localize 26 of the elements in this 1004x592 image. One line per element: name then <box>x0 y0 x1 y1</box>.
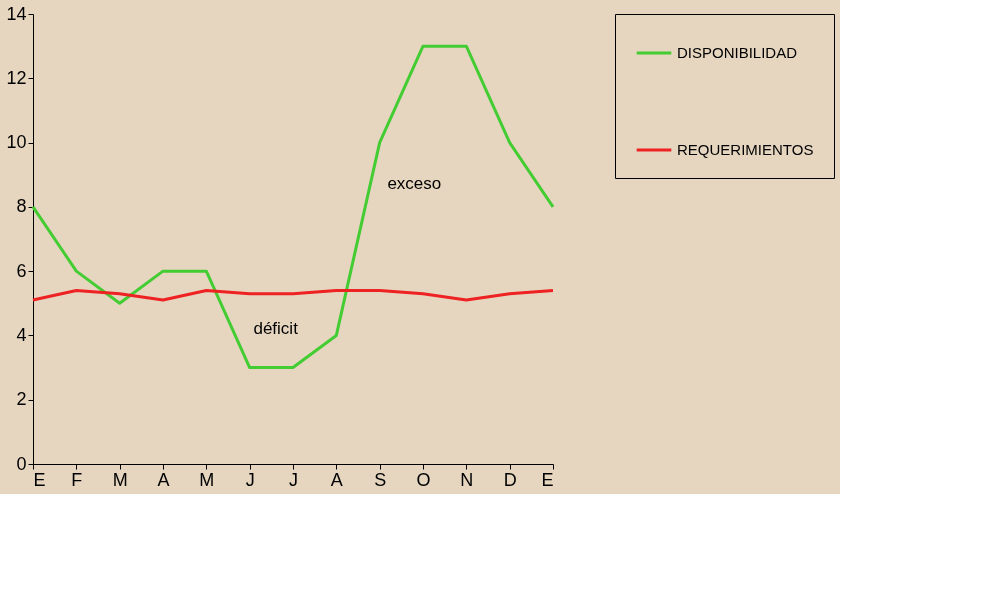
x-tick-label: O <box>416 469 431 490</box>
y-tick-label: 14 <box>6 3 27 24</box>
x-tick-label: J <box>245 469 255 490</box>
x-tick-label: E <box>541 469 554 490</box>
y-tick-label: 4 <box>16 324 27 345</box>
y-tick-label: 12 <box>6 67 27 88</box>
annotation: déficit <box>253 319 299 338</box>
x-tick-label: A <box>330 469 343 490</box>
y-tick-label: 8 <box>16 196 27 217</box>
x-tick-label: E <box>33 469 46 490</box>
y-tick-label: 2 <box>16 389 27 410</box>
legend-label: REQUERIMIENTOS <box>677 141 814 158</box>
x-tick-label: M <box>199 469 215 490</box>
x-tick-label: J <box>289 469 298 490</box>
annotation: exceso <box>387 174 442 194</box>
y-tick-label: 10 <box>6 132 27 153</box>
legend-label: DISPONIBILIDAD <box>677 44 798 61</box>
x-tick-label: S <box>374 469 387 490</box>
line-series <box>31 44 555 370</box>
x-tick-label: D <box>503 469 517 490</box>
x-tick-label: F <box>71 469 83 490</box>
y-tick-label: 0 <box>16 453 27 474</box>
y-tick-label: 6 <box>16 260 27 281</box>
x-tick-label: M <box>112 469 128 490</box>
x-tick-label: N <box>460 469 474 490</box>
x-tick-label: A <box>157 469 170 490</box>
